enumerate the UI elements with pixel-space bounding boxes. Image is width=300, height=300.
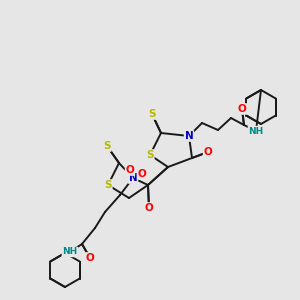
Text: O: O bbox=[138, 169, 146, 179]
Text: O: O bbox=[85, 253, 94, 263]
Text: N: N bbox=[129, 173, 137, 183]
Text: O: O bbox=[204, 147, 212, 157]
Text: S: S bbox=[103, 141, 111, 151]
Text: S: S bbox=[146, 150, 154, 160]
Text: S: S bbox=[148, 109, 156, 119]
Text: NH: NH bbox=[62, 248, 78, 256]
Text: S: S bbox=[104, 180, 112, 190]
Text: O: O bbox=[126, 165, 134, 175]
Text: N: N bbox=[184, 131, 194, 141]
Text: O: O bbox=[238, 104, 246, 114]
Text: NH: NH bbox=[248, 127, 264, 136]
Text: O: O bbox=[145, 203, 153, 213]
